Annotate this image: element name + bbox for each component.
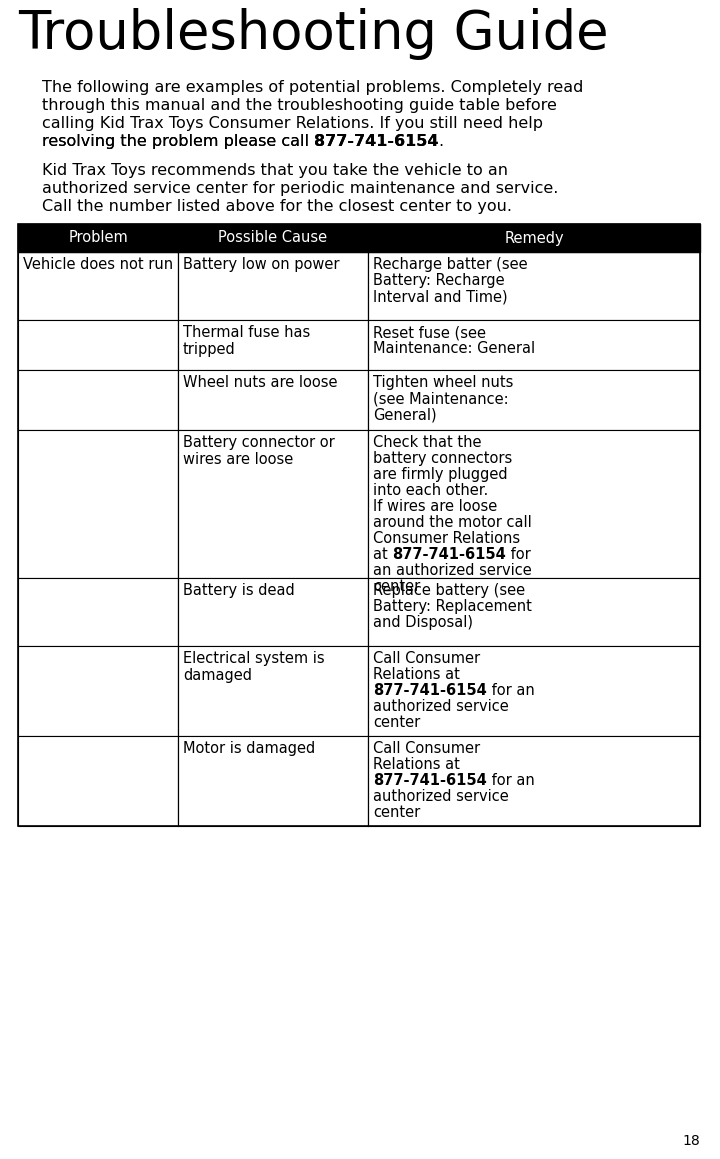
Text: Reset fuse (see: Reset fuse (see	[373, 325, 486, 340]
Polygon shape	[368, 736, 700, 826]
Text: authorized service: authorized service	[373, 699, 509, 714]
Text: Interval and Time): Interval and Time)	[373, 289, 508, 304]
Polygon shape	[18, 252, 178, 320]
Text: 877-741-6154: 877-741-6154	[314, 134, 438, 150]
Text: Call Consumer: Call Consumer	[373, 651, 480, 666]
Text: Vehicle does not run: Vehicle does not run	[23, 257, 173, 272]
Text: Replace battery (see: Replace battery (see	[373, 583, 525, 598]
Polygon shape	[18, 578, 178, 646]
Text: resolving the problem please call: resolving the problem please call	[42, 134, 314, 150]
Polygon shape	[178, 578, 368, 646]
Text: Maintenance: General: Maintenance: General	[373, 341, 535, 356]
Text: Kid Trax Toys recommends that you take the vehicle to an: Kid Trax Toys recommends that you take t…	[42, 163, 508, 178]
Polygon shape	[178, 430, 368, 578]
Text: Battery low on power: Battery low on power	[183, 257, 340, 272]
Text: Remedy: Remedy	[504, 231, 564, 246]
Text: for an: for an	[487, 773, 534, 788]
Text: through this manual and the troubleshooting guide table before: through this manual and the troubleshoot…	[42, 99, 557, 112]
Text: The following are examples of potential problems. Completely read: The following are examples of potential …	[42, 80, 583, 95]
Text: (see Maintenance:: (see Maintenance:	[373, 391, 508, 406]
Text: at: at	[373, 547, 392, 562]
Text: authorized service center for periodic maintenance and service.: authorized service center for periodic m…	[42, 181, 559, 196]
Polygon shape	[18, 430, 178, 578]
Text: for: for	[506, 547, 531, 562]
Text: Tighten wheel nuts: Tighten wheel nuts	[373, 376, 513, 389]
Text: are firmly plugged: are firmly plugged	[373, 467, 508, 482]
Polygon shape	[368, 430, 700, 578]
Text: Wheel nuts are loose: Wheel nuts are loose	[183, 376, 338, 389]
Text: Recharge batter (see: Recharge batter (see	[373, 257, 528, 272]
Polygon shape	[178, 646, 368, 736]
Text: Relations at: Relations at	[373, 757, 460, 772]
Text: Battery connector or
wires are loose: Battery connector or wires are loose	[183, 435, 335, 467]
Text: .: .	[438, 134, 444, 150]
Text: into each other.: into each other.	[373, 483, 488, 498]
Text: Problem: Problem	[68, 231, 128, 246]
Text: 877-741-6154: 877-741-6154	[373, 683, 487, 698]
Text: center: center	[373, 806, 420, 821]
Text: Battery is dead: Battery is dead	[183, 583, 294, 598]
Polygon shape	[18, 646, 178, 736]
Polygon shape	[18, 370, 178, 430]
Text: an authorized service: an authorized service	[373, 563, 532, 578]
Text: around the motor call: around the motor call	[373, 515, 532, 530]
Polygon shape	[368, 578, 700, 646]
Text: Electrical system is
damaged: Electrical system is damaged	[183, 651, 325, 684]
Text: 877-741-6154: 877-741-6154	[373, 773, 487, 788]
Text: Motor is damaged: Motor is damaged	[183, 741, 315, 756]
Text: 18: 18	[683, 1134, 700, 1149]
Polygon shape	[178, 736, 368, 826]
Text: calling Kid Trax Toys Consumer Relations. If you still need help: calling Kid Trax Toys Consumer Relations…	[42, 116, 543, 131]
Text: resolving the problem please call: resolving the problem please call	[42, 134, 314, 150]
Polygon shape	[368, 646, 700, 736]
Text: General): General)	[373, 407, 436, 422]
Polygon shape	[368, 370, 700, 430]
Text: Battery: Recharge: Battery: Recharge	[373, 274, 505, 287]
Text: Possible Cause: Possible Cause	[218, 231, 328, 246]
Text: Battery: Replacement: Battery: Replacement	[373, 599, 532, 614]
Text: center: center	[373, 715, 420, 730]
Polygon shape	[178, 320, 368, 370]
Text: If wires are loose: If wires are loose	[373, 500, 498, 513]
Text: Call the number listed above for the closest center to you.: Call the number listed above for the clo…	[42, 199, 512, 214]
Text: 877-741-6154: 877-741-6154	[392, 547, 506, 562]
Text: center: center	[373, 580, 420, 595]
Text: Relations at: Relations at	[373, 666, 460, 681]
Text: battery connectors: battery connectors	[373, 451, 512, 466]
Polygon shape	[18, 320, 178, 370]
Text: and Disposal): and Disposal)	[373, 615, 473, 630]
Text: Troubleshooting Guide: Troubleshooting Guide	[18, 8, 608, 60]
Polygon shape	[18, 736, 178, 826]
Polygon shape	[368, 320, 700, 370]
Polygon shape	[178, 252, 368, 320]
Text: Thermal fuse has
tripped: Thermal fuse has tripped	[183, 325, 310, 357]
Text: Consumer Relations: Consumer Relations	[373, 531, 520, 546]
Text: Call Consumer: Call Consumer	[373, 741, 480, 756]
Text: Check that the: Check that the	[373, 435, 482, 450]
Text: 877-741-6154: 877-741-6154	[314, 134, 438, 150]
Text: authorized service: authorized service	[373, 789, 509, 804]
Polygon shape	[368, 252, 700, 320]
Text: for an: for an	[487, 683, 534, 698]
Polygon shape	[178, 370, 368, 430]
